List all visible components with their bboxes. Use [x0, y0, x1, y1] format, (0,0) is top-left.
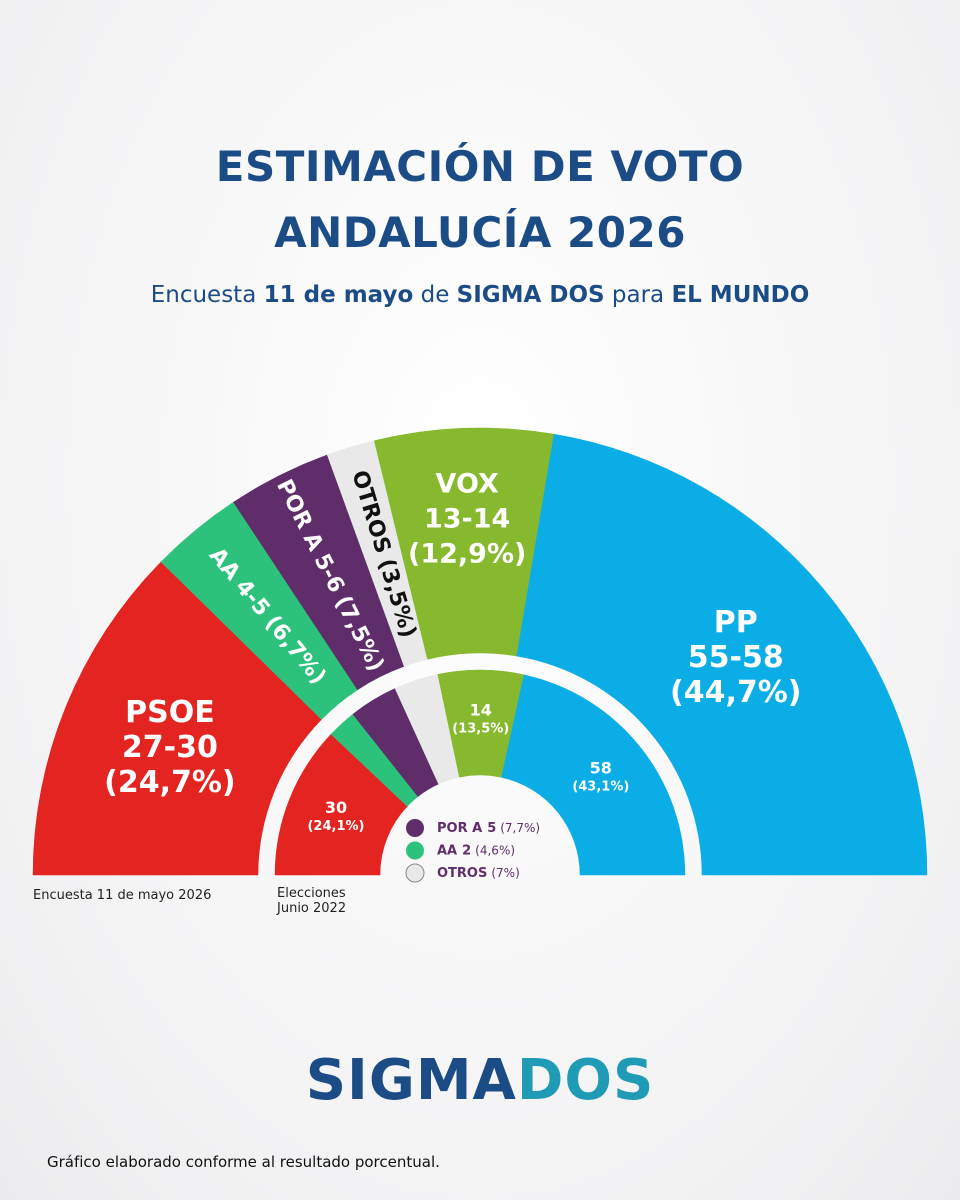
legend-name: POR A	[437, 821, 482, 836]
legend-seats: 5	[487, 821, 496, 836]
subtitle: Encuesta 11 de mayo de SIGMA DOS para EL…	[0, 282, 960, 308]
segment	[501, 674, 686, 876]
subtitle-part: Encuesta	[150, 282, 257, 308]
segment	[516, 433, 928, 876]
segment-label: 13-14	[424, 504, 510, 535]
series-name: Encuesta 11 de mayo 2026	[33, 888, 212, 903]
segment-label: PP	[714, 605, 758, 640]
logo: SIGMADOS	[0, 1048, 960, 1113]
segment-label: VOX	[436, 469, 499, 500]
legend-label: AA 2 (4,6%)	[437, 843, 515, 858]
segment	[32, 561, 322, 876]
segment-label: (44,7%)	[670, 675, 802, 710]
logo-part: DOS	[516, 1048, 655, 1113]
legend-seats: 2	[462, 843, 471, 858]
segment-label: (12,9%)	[408, 539, 526, 570]
title-line: ESTIMACIÓN DE VOTO	[215, 142, 745, 191]
logo-part: SIGMA	[305, 1048, 517, 1113]
legend-swatch	[405, 863, 425, 883]
legend-value: (7,7%)	[500, 821, 540, 835]
segment-label: PSOE	[125, 695, 215, 730]
segment-label: 30	[325, 798, 347, 817]
segment-label: 58	[590, 758, 612, 777]
segment-label: (43,1%)	[572, 779, 629, 794]
series-name: Elecciones Junio 2022	[277, 886, 347, 916]
legend-swatch	[406, 841, 424, 860]
legend-name: OTROS	[437, 866, 487, 881]
legend-value: (7%)	[491, 866, 519, 880]
legend-label: POR A 5 (7,7%)	[437, 821, 540, 836]
segment-label: (13,5%)	[452, 722, 509, 737]
segment-label: 27-30	[122, 730, 218, 765]
subtitle-part: para	[611, 282, 665, 308]
legend-swatch	[406, 819, 424, 837]
segment-label: (24,1%)	[307, 819, 364, 834]
subtitle-part: EL MUNDO	[671, 282, 810, 308]
footnote: Gráfico elaborado conforme al resultado …	[47, 1153, 440, 1171]
title-line: ANDALUCÍA 2026	[274, 208, 686, 257]
segment-label: (24,7%)	[104, 765, 236, 800]
legend-value: (4,6%)	[475, 843, 515, 857]
segment-label: 55-58	[688, 640, 784, 675]
legend-label: OTROS (7%)	[437, 866, 520, 881]
segment-label: 14	[470, 701, 492, 720]
subtitle-part: de	[420, 282, 450, 308]
subtitle-part: 11 de mayo	[263, 282, 414, 308]
legend-name: AA	[437, 843, 457, 858]
subtitle-part: SIGMA DOS	[456, 282, 605, 308]
